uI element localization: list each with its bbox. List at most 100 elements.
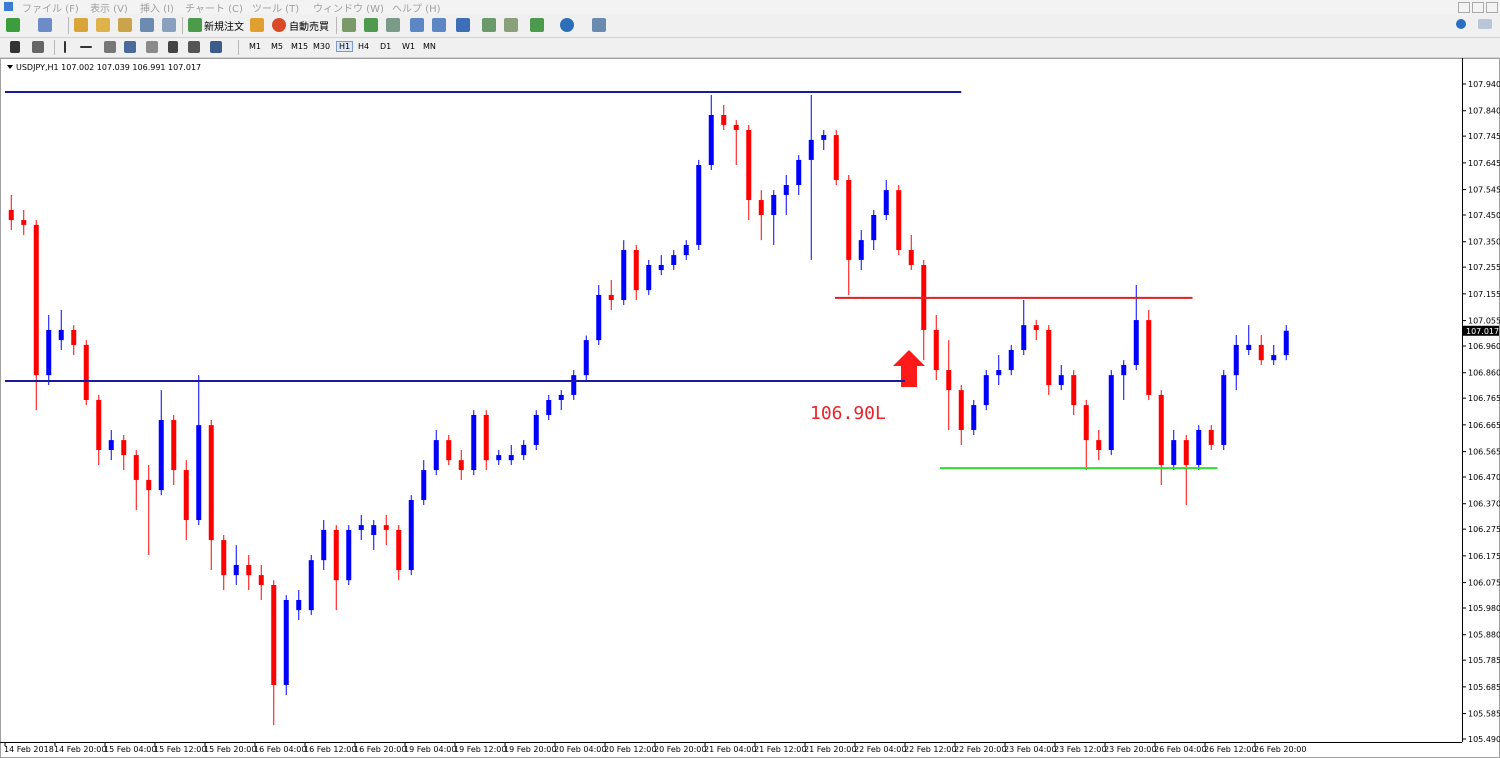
navigator-button[interactable] xyxy=(118,18,132,32)
profiles-button[interactable] xyxy=(38,18,52,32)
candle-body xyxy=(746,129,752,201)
new-order-button[interactable]: 新規注文 xyxy=(204,22,244,33)
menu-bar: ファイル (F) 表示 (V) 挿入 (I) チャート (C) ツール (T) … xyxy=(0,0,1500,15)
x-tick-label: 26 Feb 04:00 xyxy=(1154,745,1206,754)
y-tick-label: 106.370 xyxy=(1468,500,1500,509)
candle-body xyxy=(683,244,689,256)
y-tick-label: 106.665 xyxy=(1468,421,1500,430)
candle-body xyxy=(1133,320,1139,365)
horizontal-line-tool[interactable] xyxy=(80,46,92,48)
y-tick-label: 106.960 xyxy=(1468,342,1500,351)
annotation-text: 106.90L xyxy=(810,403,886,424)
candle-body xyxy=(908,250,914,265)
text-tool[interactable] xyxy=(168,41,178,53)
vertical-line-tool[interactable] xyxy=(64,41,66,53)
annotation-arrow xyxy=(893,350,925,387)
app-icon xyxy=(4,2,13,11)
x-tick-label: 14 Feb 2018 xyxy=(4,745,54,754)
periods-button[interactable] xyxy=(560,18,574,32)
y-tick-label: 106.765 xyxy=(1468,394,1500,403)
terminal-button[interactable] xyxy=(140,18,154,32)
candle-body xyxy=(183,470,189,521)
y-tick-label: 106.860 xyxy=(1468,369,1500,378)
timeframe-button[interactable]: M30 xyxy=(313,42,331,51)
candle-body xyxy=(246,564,252,576)
candle-body xyxy=(96,400,102,450)
candle-body xyxy=(408,499,414,571)
separator xyxy=(68,17,69,34)
new-order-icon[interactable] xyxy=(188,18,202,32)
menu-item[interactable]: ツール (T) xyxy=(252,4,300,15)
y-tick-label: 105.880 xyxy=(1468,631,1500,640)
candle-body xyxy=(571,375,577,395)
window-minimize[interactable] xyxy=(1458,2,1470,13)
separator xyxy=(182,17,183,34)
candle-body xyxy=(108,440,114,450)
candle-body xyxy=(458,460,464,471)
timeframe-button[interactable]: M1 xyxy=(249,42,261,51)
candle-body xyxy=(1058,375,1064,386)
channel-tool[interactable] xyxy=(124,41,136,53)
x-tick-label: 23 Feb 04:00 xyxy=(1004,745,1056,754)
timeframe-button[interactable]: W1 xyxy=(402,42,415,51)
candle-body xyxy=(646,264,652,291)
candle-body xyxy=(233,564,239,576)
candle-body xyxy=(808,139,814,160)
chat-button[interactable] xyxy=(1478,19,1492,29)
market-watch-button[interactable] xyxy=(74,18,88,32)
timeframe-button[interactable]: H4 xyxy=(358,42,370,51)
candle-body xyxy=(771,194,777,215)
data-window-button[interactable] xyxy=(96,18,110,32)
fibonacci-tool[interactable] xyxy=(146,41,158,53)
tile-button[interactable] xyxy=(456,18,470,32)
y-tick-label: 107.255 xyxy=(1468,263,1500,272)
candle-chart-button[interactable] xyxy=(364,18,378,32)
indicators-button[interactable] xyxy=(530,18,544,32)
new-chart-button[interactable] xyxy=(6,18,20,32)
zoom-out-button[interactable] xyxy=(432,18,446,32)
auto-trading-status xyxy=(272,18,286,32)
menu-item[interactable]: ヘルプ (H) xyxy=(392,4,441,15)
label-tool[interactable] xyxy=(188,41,200,53)
cursor-tool[interactable] xyxy=(10,41,20,53)
candle-body xyxy=(546,400,552,415)
candle-body xyxy=(58,329,64,341)
candle-body xyxy=(958,390,964,430)
auto-trading-icon[interactable] xyxy=(250,18,264,32)
candle-body xyxy=(1158,394,1164,465)
chart-shift-button[interactable] xyxy=(504,18,518,32)
line-chart-button[interactable] xyxy=(386,18,400,32)
timeframe-button[interactable]: MN xyxy=(423,42,436,51)
menu-item[interactable]: ファイル (F) xyxy=(22,4,79,15)
auto-trading-button[interactable]: 自動売買 xyxy=(289,22,329,33)
timeframe-button[interactable]: D1 xyxy=(380,42,392,51)
arrows-tool[interactable] xyxy=(210,41,222,53)
window-close[interactable] xyxy=(1486,2,1498,13)
candle-body xyxy=(896,190,902,251)
menu-item[interactable]: 表示 (V) xyxy=(90,4,128,15)
timeframe-button[interactable]: M15 xyxy=(291,42,309,51)
menu-item[interactable]: 挿入 (I) xyxy=(140,4,174,15)
bar-chart-button[interactable] xyxy=(342,18,356,32)
templates-button[interactable] xyxy=(592,18,606,32)
zoom-in-button[interactable] xyxy=(410,18,424,32)
menu-item[interactable]: ウィンドウ (W) xyxy=(313,4,384,15)
y-tick-label: 107.155 xyxy=(1468,290,1500,299)
window-restore[interactable] xyxy=(1472,2,1484,13)
autoscroll-button[interactable] xyxy=(482,18,496,32)
candle-body xyxy=(221,540,227,576)
search-button[interactable] xyxy=(1456,19,1466,29)
candle-body xyxy=(846,179,852,260)
trendline-tool[interactable] xyxy=(104,41,116,53)
x-tick-label: 16 Feb 12:00 xyxy=(304,745,356,754)
candle-body xyxy=(446,440,452,461)
crosshair-tool[interactable] xyxy=(32,41,44,53)
menu-item[interactable]: チャート (C) xyxy=(185,4,243,15)
candle-body xyxy=(521,444,527,456)
timeframe-button[interactable]: M5 xyxy=(271,42,283,51)
y-tick-label: 106.075 xyxy=(1468,579,1500,588)
tester-button[interactable] xyxy=(162,18,176,32)
x-tick-label: 22 Feb 12:00 xyxy=(904,745,956,754)
separator xyxy=(336,17,337,34)
timeframe-button-active[interactable]: H1 xyxy=(336,41,354,52)
